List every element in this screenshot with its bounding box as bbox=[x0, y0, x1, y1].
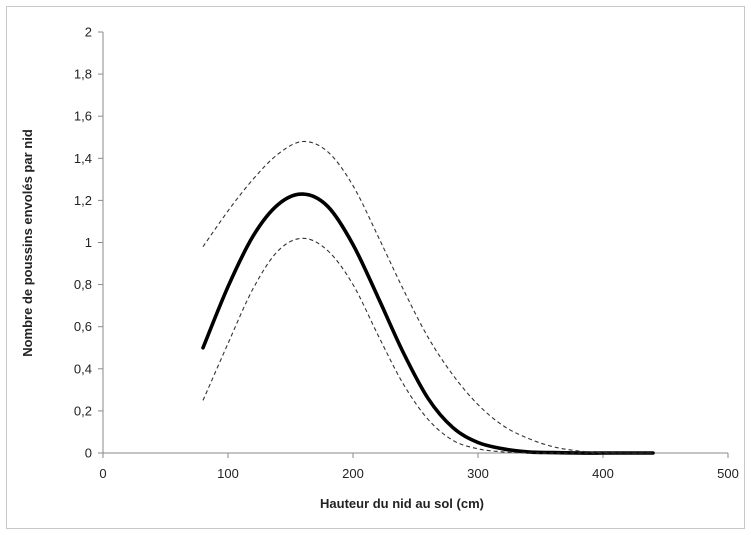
x-tick-label: 100 bbox=[217, 466, 239, 481]
y-tick-label: 0,4 bbox=[74, 361, 92, 376]
y-tick-label: 1,2 bbox=[74, 193, 92, 208]
chart-area bbox=[6, 6, 745, 529]
y-tick-label: 1,8 bbox=[74, 67, 92, 82]
series-line-mean bbox=[201, 192, 655, 455]
x-tick-label: 500 bbox=[717, 466, 739, 481]
x-axis: 0 100 200 300 400 500 bbox=[99, 452, 739, 481]
y-axis: 0 0,2 0,4 0,6 0,8 1 1,2 1,4 1,6 1,8 2 bbox=[74, 25, 104, 461]
y-tick-label: 1 bbox=[85, 235, 92, 250]
x-tick-label: 200 bbox=[342, 466, 364, 481]
series-line-upper-bound bbox=[202, 140, 654, 454]
x-axis-title: Hauteur du nid au sol (cm) bbox=[320, 496, 484, 511]
series-line-lower-bound bbox=[202, 237, 653, 454]
y-tick-label: 2 bbox=[85, 25, 92, 40]
x-tick-label: 300 bbox=[467, 466, 489, 481]
y-tick-label: 0,8 bbox=[74, 277, 92, 292]
x-tick-label: 400 bbox=[592, 466, 614, 481]
y-axis-title: Nombre de poussins envolés par nid bbox=[20, 129, 35, 357]
x-tick-label: 0 bbox=[99, 466, 106, 481]
y-tick-label: 0,2 bbox=[74, 403, 92, 418]
y-tick-label: 0,6 bbox=[74, 319, 92, 334]
y-tick-label: 1,6 bbox=[74, 109, 92, 124]
series-layer bbox=[201, 140, 655, 455]
y-tick-label: 0 bbox=[85, 446, 92, 461]
y-tick-label: 1,4 bbox=[74, 151, 92, 166]
